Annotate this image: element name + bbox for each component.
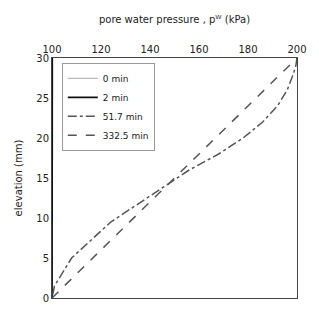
svg-text:2 min: 2 min [103, 93, 129, 103]
svg-text:10: 10 [36, 213, 49, 224]
svg-text:5: 5 [43, 253, 49, 264]
svg-text:51.7 min: 51.7 min [103, 112, 143, 122]
svg-text:0: 0 [43, 293, 49, 304]
svg-text:25: 25 [36, 93, 49, 104]
svg-text:30: 30 [36, 53, 49, 64]
svg-text:elevation (mm): elevation (mm) [13, 140, 24, 217]
svg-text:20: 20 [36, 133, 49, 144]
svg-text:180: 180 [238, 44, 257, 55]
svg-text:0 min: 0 min [103, 74, 129, 84]
svg-text:15: 15 [36, 173, 49, 184]
svg-text:120: 120 [91, 44, 110, 55]
svg-text:160: 160 [189, 44, 208, 55]
svg-text:100: 100 [42, 44, 61, 55]
svg-text:332.5 min: 332.5 min [103, 131, 149, 141]
svg-text:200: 200 [287, 44, 306, 55]
svg-text:pore water pressure , pᵂ (kPa): pore water pressure , pᵂ (kPa) [99, 14, 250, 25]
svg-text:140: 140 [140, 44, 159, 55]
